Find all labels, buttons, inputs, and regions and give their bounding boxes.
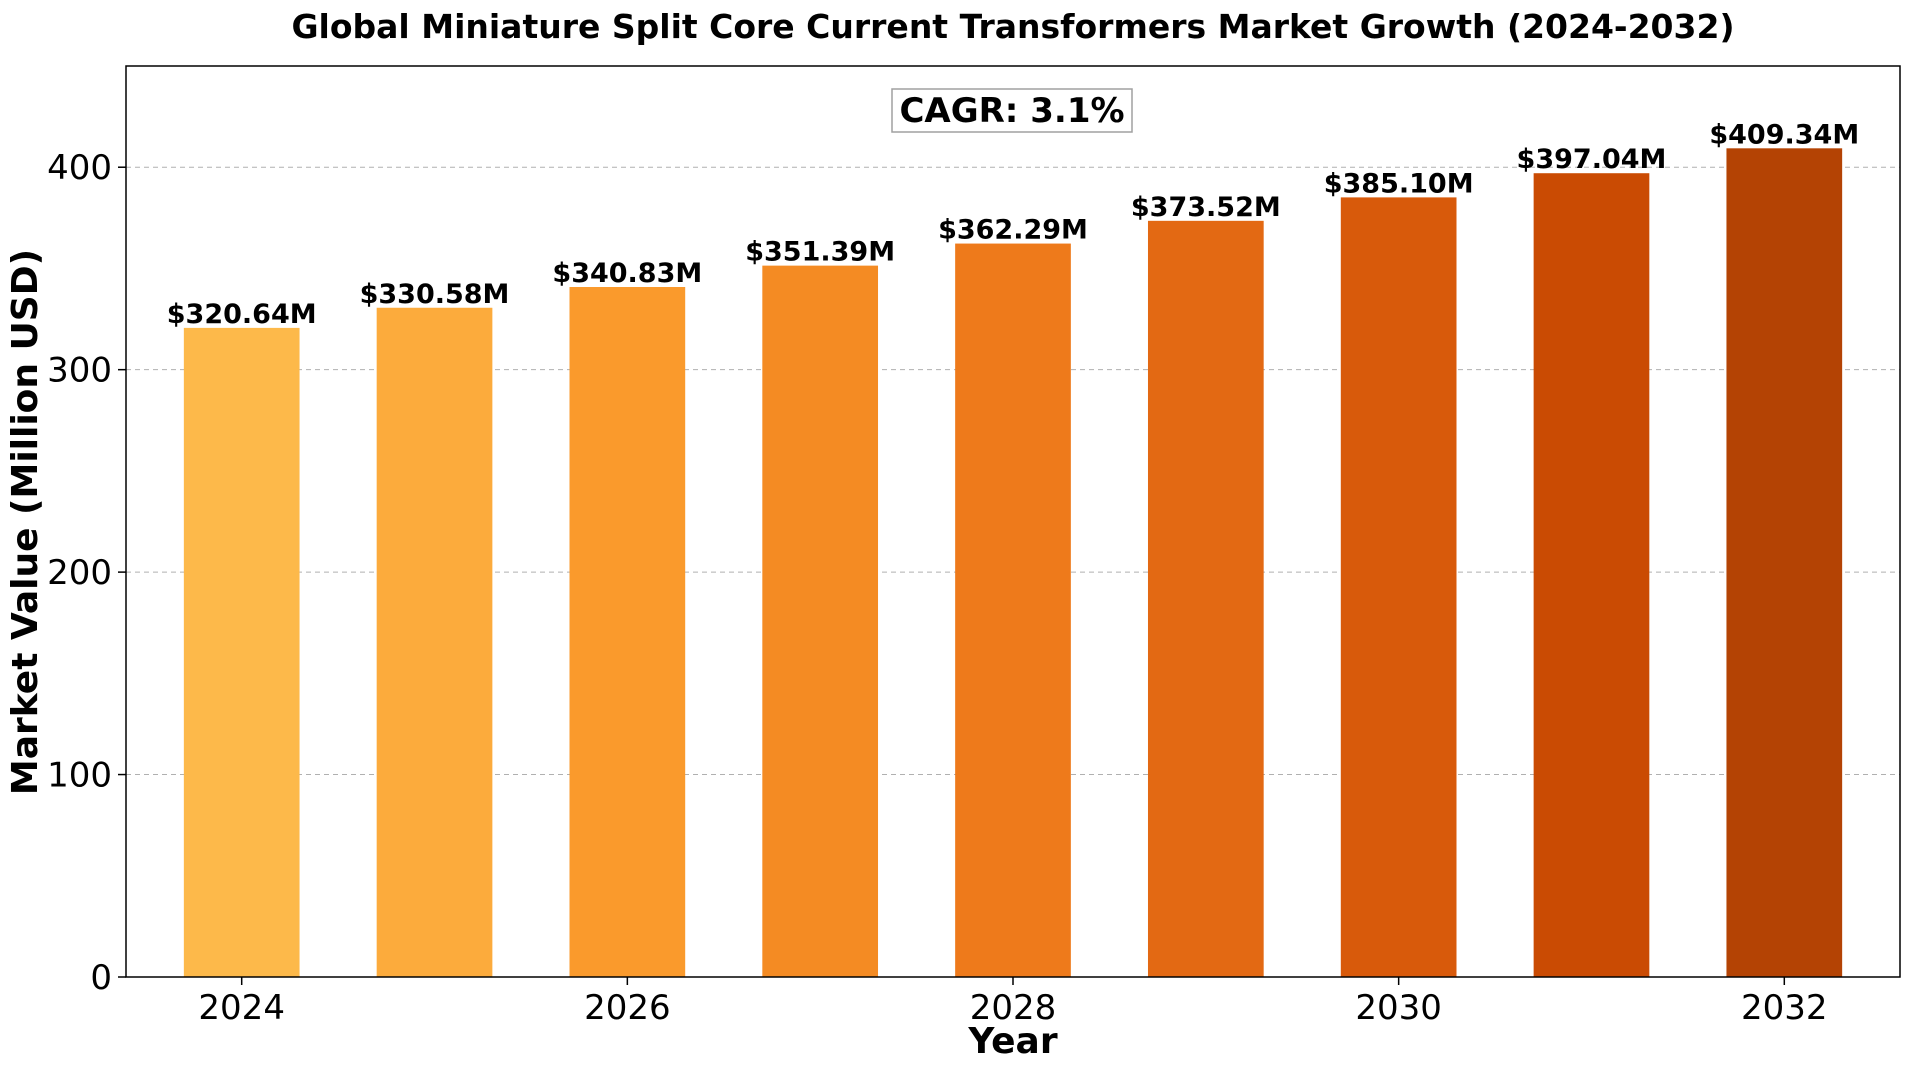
bar-2026 bbox=[569, 287, 686, 977]
bar-value-label-2025: $330.58M bbox=[360, 279, 510, 310]
bar-2029 bbox=[1147, 220, 1264, 977]
x-tick-label-2024: 2024 bbox=[198, 988, 285, 1028]
x-tick-label-2028: 2028 bbox=[970, 988, 1057, 1028]
bar-value-label-2024: $320.64M bbox=[167, 299, 317, 330]
bar-value-label-2029: $373.52M bbox=[1131, 192, 1281, 223]
y-tick-label-300: 300 bbox=[47, 351, 112, 391]
y-tick-label-200: 200 bbox=[47, 553, 112, 593]
bar-2031 bbox=[1533, 173, 1650, 977]
y-tick-label-100: 100 bbox=[47, 756, 112, 796]
bar-value-label-2030: $385.10M bbox=[1324, 168, 1474, 199]
chart-title: Global Miniature Split Core Current Tran… bbox=[291, 7, 1734, 46]
x-tick-label-2032: 2032 bbox=[1741, 988, 1828, 1028]
y-axis-ticks: 0 100 200 300 400 bbox=[47, 148, 126, 998]
bar-value-labels: $320.64M $330.58M $340.83M $351.39M $362.29M… bbox=[167, 119, 1859, 330]
bar-2027 bbox=[762, 265, 879, 977]
bar-2024 bbox=[183, 327, 300, 977]
bar-value-label-2031: $397.04M bbox=[1517, 144, 1667, 175]
bar-2030 bbox=[1340, 197, 1457, 977]
bar-2028 bbox=[955, 243, 1071, 977]
y-axis-label: Market Value (Million USD) bbox=[5, 249, 46, 795]
x-tick-label-2030: 2030 bbox=[1355, 988, 1442, 1028]
bars bbox=[183, 148, 1843, 977]
x-axis-ticks: 2024 2026 2028 2030 2032 bbox=[198, 977, 1828, 1028]
y-tick-label-0: 0 bbox=[90, 958, 112, 998]
y-tick-label-400: 400 bbox=[47, 148, 112, 188]
bar-value-label-2028: $362.29M bbox=[938, 215, 1088, 246]
cagr-label: CAGR: 3.1% bbox=[899, 91, 1124, 131]
bar-value-label-2026: $340.83M bbox=[552, 258, 702, 289]
bar-value-label-2032: $409.34M bbox=[1709, 119, 1859, 150]
bar-2025 bbox=[376, 307, 493, 977]
cagr-box bbox=[891, 88, 1133, 133]
x-tick-label-2026: 2026 bbox=[584, 988, 671, 1028]
bar-2032 bbox=[1726, 148, 1843, 977]
cagr-annotation: CAGR: 3.1% bbox=[891, 88, 1133, 133]
bar-value-label-2027: $351.39M bbox=[745, 237, 895, 268]
x-axis-label: Year bbox=[967, 1021, 1057, 1062]
